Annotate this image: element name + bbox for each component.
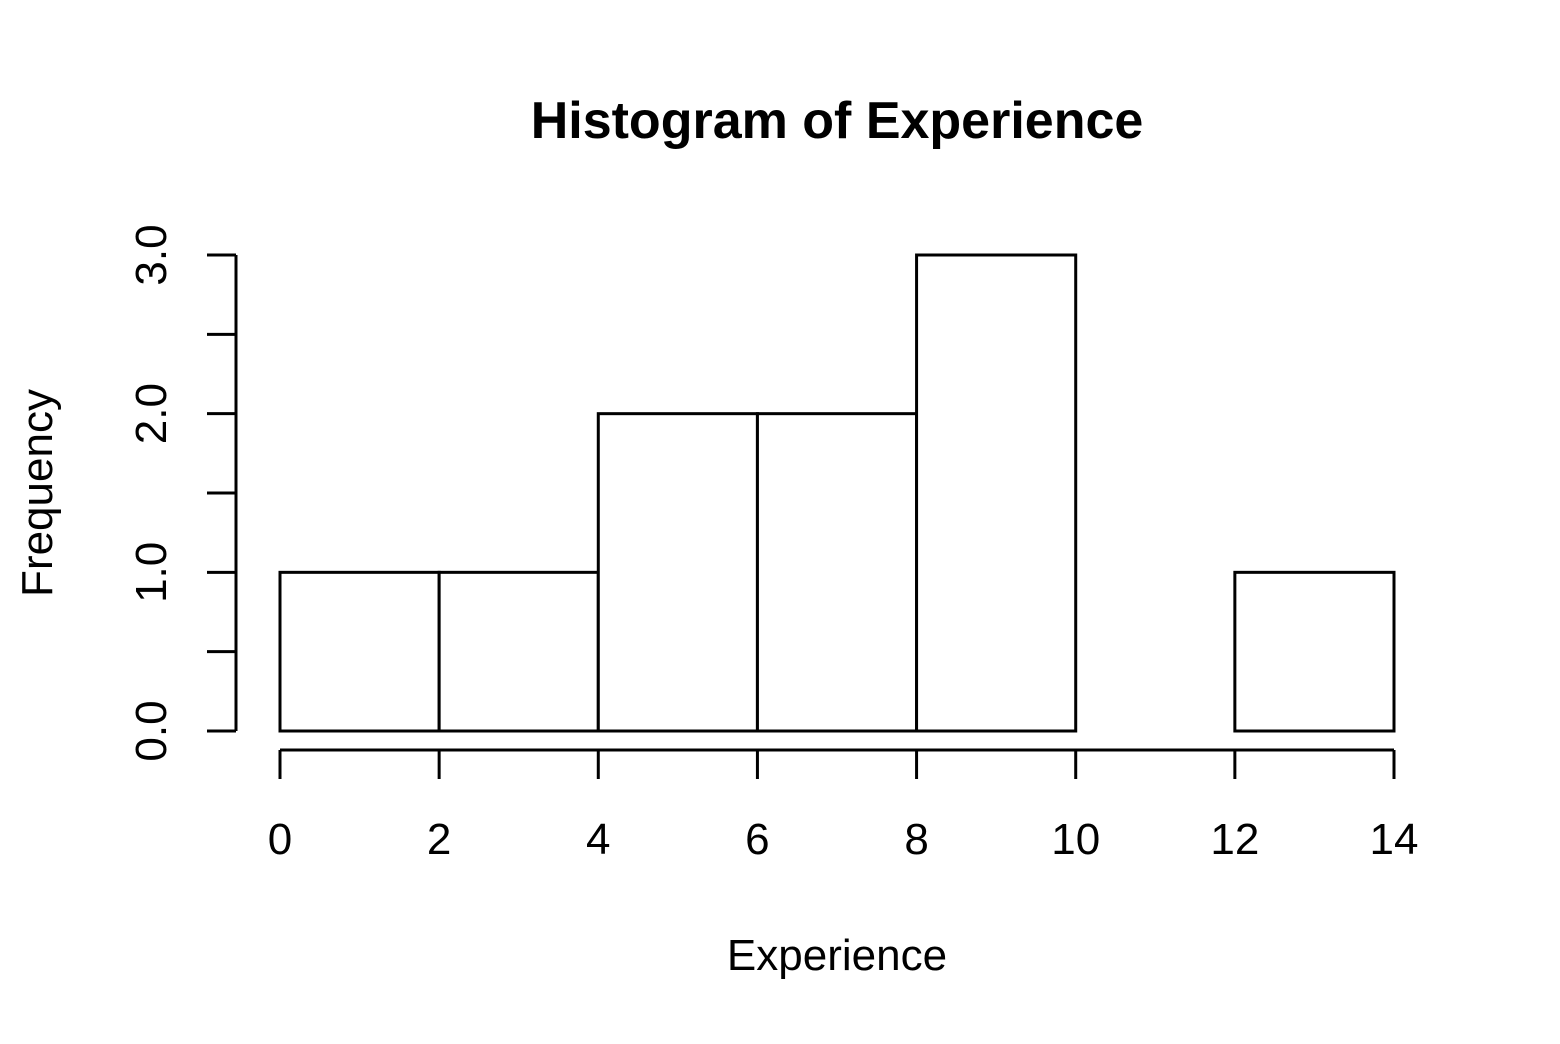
x-tick-label: 8 xyxy=(904,815,928,864)
y-tick-label: 0.0 xyxy=(127,700,176,761)
histogram-bar xyxy=(278,570,441,733)
x-tick-label: 14 xyxy=(1370,815,1419,864)
x-axis-title: Experience xyxy=(727,931,947,980)
y-tick-label: 3.0 xyxy=(127,224,176,285)
x-tick-label: 4 xyxy=(586,815,610,864)
histogram-bar xyxy=(596,412,759,733)
histogram-bar xyxy=(437,570,600,733)
histogram-bar xyxy=(755,412,919,733)
x-tick-label: 0 xyxy=(268,815,292,864)
y-axis-title: Frequency xyxy=(13,389,62,597)
x-tick-label: 2 xyxy=(427,815,451,864)
x-axis: 0 2 4 6 8 10 12 14 xyxy=(268,748,1419,864)
histogram-bar xyxy=(915,253,1078,733)
chart-title: Histogram of Experience xyxy=(531,92,1144,150)
histogram-bar xyxy=(1233,570,1396,733)
y-axis: 0.0 1.0 2.0 3.0 xyxy=(127,224,238,762)
x-tick-label: 12 xyxy=(1210,815,1259,864)
x-tick-label: 6 xyxy=(745,815,769,864)
bars-group xyxy=(278,253,1396,733)
y-tick-label: 1.0 xyxy=(127,542,176,603)
x-tick-label: 10 xyxy=(1051,815,1100,864)
y-tick-label: 2.0 xyxy=(127,383,176,444)
